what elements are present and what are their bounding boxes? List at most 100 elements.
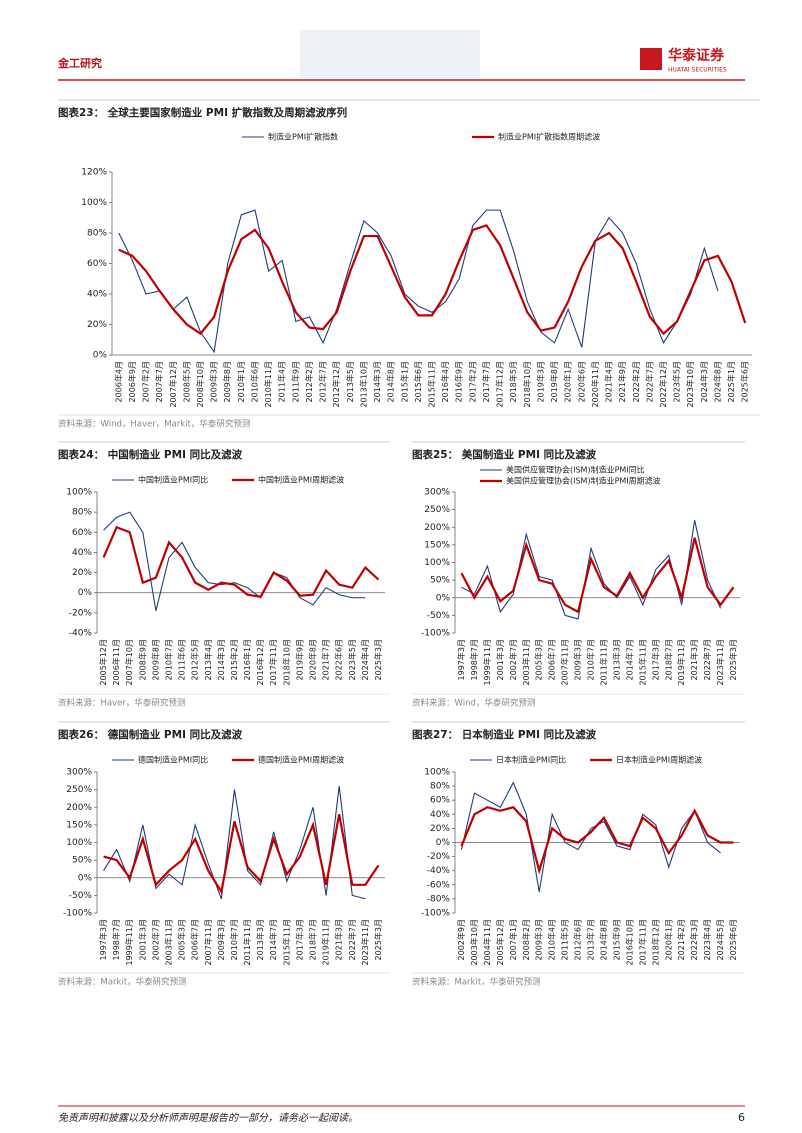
x-tick-label: 2011年4月 — [277, 361, 287, 402]
x-tick-label: 2013年7月 — [586, 919, 596, 960]
x-tick-label: 2016年1月 — [242, 639, 252, 680]
brand-en: HUATAI SECURITIES — [668, 67, 727, 74]
x-tick-label: 2015年9月 — [611, 919, 621, 960]
y-tick-label: -100% — [421, 909, 450, 919]
x-tick-label: 2017年12月 — [495, 361, 505, 408]
chart-title: 图表27： 日本制造业 PMI 同比及滤波 — [412, 728, 597, 741]
y-tick-label: -40% — [427, 866, 451, 876]
x-tick-label: 2021年4月 — [604, 361, 614, 402]
x-tick-label: 2012年5月 — [190, 639, 200, 680]
x-tick-label: 2020年8月 — [308, 639, 318, 680]
y-tick-label: 40% — [430, 810, 450, 820]
x-tick-label: 2007年2月 — [141, 361, 151, 402]
x-tick-label: 2014年7月 — [624, 639, 634, 680]
legend-label: 制造业PMI扩散指数 — [268, 132, 338, 142]
x-tick-label: 2023年5月 — [672, 361, 682, 402]
x-tick-label: 2005年12月 — [98, 639, 108, 686]
brand: 华泰证券 — [668, 47, 725, 64]
series-line — [461, 520, 722, 620]
x-tick-label: 2007年10月 — [124, 639, 134, 686]
x-tick-label: 1999年11月 — [124, 919, 134, 966]
x-tick-label: 2015年11月 — [427, 361, 437, 408]
legend-label: 中国制造业PMI周期滤波 — [258, 475, 344, 485]
x-tick-label: 2009年3月 — [209, 361, 219, 402]
legend-label: 美国供应管理协会(ISM)制造业PMI周期滤波 — [506, 476, 661, 486]
series-line — [460, 806, 734, 875]
x-tick-label: 2025年3月 — [728, 639, 738, 680]
x-tick-label: 2021年9月 — [617, 361, 627, 402]
x-tick-label: 2021年3月 — [689, 639, 699, 680]
x-tick-label: 2024年5月 — [715, 919, 725, 960]
x-tick-label: 2014年8月 — [598, 919, 608, 960]
x-tick-label: 2006年11月 — [111, 639, 121, 686]
x-tick-label: 2013年4月 — [203, 639, 213, 680]
x-tick-label: 1997年3月 — [456, 639, 466, 680]
x-tick-label: 2007年11月 — [203, 919, 213, 966]
x-tick-label: 2022年12月 — [658, 361, 668, 408]
legend-label: 制造业PMI扩散指数周期滤波 — [498, 132, 600, 142]
x-tick-label: 2006年4月 — [113, 361, 123, 402]
x-tick-label: 2003年11月 — [521, 639, 531, 686]
x-tick-label: 2011年11月 — [242, 919, 252, 966]
y-tick-label: -20% — [69, 608, 93, 618]
y-tick-label: 100% — [424, 768, 450, 778]
x-tick-label: 2016年12月 — [255, 639, 265, 686]
legend-label: 美国供应管理协会(ISM)制造业PMI同比 — [506, 465, 645, 475]
y-tick-label: 50% — [430, 576, 450, 586]
x-tick-label: 2022年2月 — [631, 361, 641, 402]
x-tick-label: 2017年7月 — [481, 361, 491, 402]
x-tick-label: 2010年4月 — [547, 919, 557, 960]
x-tick-label: 2015年11月 — [637, 639, 647, 686]
y-tick-label: -50% — [69, 891, 93, 901]
disclaimer: 免责声明和披露以及分析师声明是报告的一部分，请务必一起阅读。 — [58, 1112, 358, 1124]
x-tick-label: 2016年9月 — [454, 361, 464, 402]
x-tick-label: 2010年11月 — [263, 361, 273, 408]
x-tick-label: 1998年7月 — [111, 919, 121, 960]
series-line — [460, 537, 735, 614]
x-tick-label: 2022年7月 — [347, 919, 357, 960]
chart-title: 图表24： 中国制造业 PMI 同比及滤波 — [58, 448, 243, 461]
legend-label: 中国制造业PMI同比 — [138, 475, 208, 485]
series-line — [103, 511, 366, 611]
x-tick-label: 2005年3月 — [534, 639, 544, 680]
y-tick-label: 250% — [424, 505, 450, 515]
x-tick-label: 2001年3月 — [137, 919, 147, 960]
x-tick-label: 2016年4月 — [440, 361, 450, 402]
x-tick-label: 2023年11月 — [715, 639, 725, 686]
y-tick-label: 60% — [430, 796, 450, 806]
x-tick-label: 2018年12月 — [650, 919, 660, 966]
y-tick-label: -20% — [427, 852, 451, 862]
x-tick-label: 2018年10月 — [281, 639, 291, 686]
x-tick-label: 2008年5月 — [181, 361, 191, 402]
x-tick-label: 2020年1月 — [663, 919, 673, 960]
x-tick-label: 2022年3月 — [689, 919, 699, 960]
x-tick-label: 2004年11月 — [482, 919, 492, 966]
y-tick-label: 40% — [72, 548, 92, 558]
x-tick-label: 2006年7月 — [547, 639, 557, 680]
y-tick-label: 60% — [72, 528, 92, 538]
y-tick-label: 80% — [430, 782, 450, 792]
x-tick-label: 2022年7月 — [702, 639, 712, 680]
x-tick-label: 2008年9月 — [137, 639, 147, 680]
header-decoration — [300, 30, 480, 78]
y-tick-label: 100% — [424, 558, 450, 568]
y-tick-label: 20% — [87, 320, 107, 330]
logo-icon — [640, 48, 662, 70]
x-tick-label: 2011年9月 — [290, 361, 300, 402]
x-tick-label: 2010年7月 — [586, 639, 596, 680]
x-tick-label: 2013年5月 — [345, 361, 355, 402]
x-tick-label: 2007年1月 — [508, 919, 518, 960]
y-tick-label: -60% — [427, 880, 451, 890]
x-tick-label: 2023年5月 — [347, 639, 357, 680]
x-tick-label: 2009年3月 — [573, 639, 583, 680]
x-tick-label: 2001年3月 — [495, 639, 505, 680]
y-tick-label: 0% — [436, 838, 451, 848]
y-tick-label: 0% — [93, 351, 108, 361]
chart-source: 资料来源：Markit，华泰研究预测 — [58, 977, 187, 988]
section-label: 金工研究 — [57, 56, 102, 70]
x-tick-label: 2010年6月 — [249, 361, 259, 402]
x-tick-label: 1997年3月 — [98, 919, 108, 960]
x-tick-label: 2007年12月 — [168, 361, 178, 408]
x-tick-label: 2020年1月 — [563, 361, 573, 402]
x-tick-label: 2018年7月 — [308, 919, 318, 960]
